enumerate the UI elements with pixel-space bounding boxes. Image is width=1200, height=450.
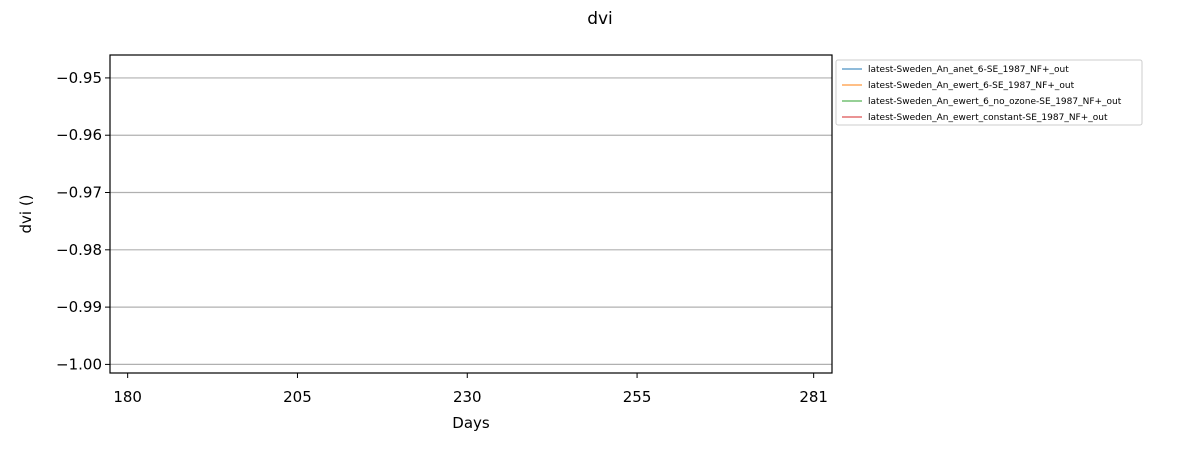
legend-box: [835, 59, 1143, 126]
chart-title: dvi: [587, 9, 613, 29]
x-tick-label: 255: [623, 388, 652, 406]
x-tick-label: 180: [113, 388, 142, 406]
plot-area: [109, 54, 833, 374]
x-tick-label: 281: [799, 388, 828, 406]
grid-lines: [110, 77, 832, 366]
y-axis: −0.95 −0.96 −0.97 −0.98 −0.99 −1.00: [56, 69, 110, 373]
x-tick-label: 230: [453, 388, 482, 406]
legend-entry: latest-Sweden_An_ewert_constant-SE_1987_…: [868, 113, 1108, 123]
x-tick-label: 205: [283, 388, 312, 406]
y-tick-label: −0.98: [56, 241, 102, 259]
y-tick-label: −0.96: [56, 126, 102, 144]
legend-entry: latest-Sweden_An_anet_6-SE_1987_NF+_out: [868, 65, 1069, 75]
y-tick-label: −0.99: [56, 298, 102, 316]
legend: latest-Sweden_An_anet_6-SE_1987_NF+_outl…: [835, 59, 1143, 126]
y-tick-label: −1.00: [56, 355, 102, 373]
y-tick-label: −0.97: [56, 184, 102, 202]
y-axis-label: dvi (): [17, 194, 35, 233]
y-tick-label: −0.95: [56, 69, 102, 87]
x-axis: 180 205 230 255 281: [113, 373, 828, 406]
x-axis-label: Days: [452, 414, 490, 432]
legend-entry: latest-Sweden_An_ewert_6-SE_1987_NF+_out: [868, 81, 1075, 91]
legend-entry: latest-Sweden_An_ewert_6_no_ozone-SE_198…: [868, 97, 1122, 107]
